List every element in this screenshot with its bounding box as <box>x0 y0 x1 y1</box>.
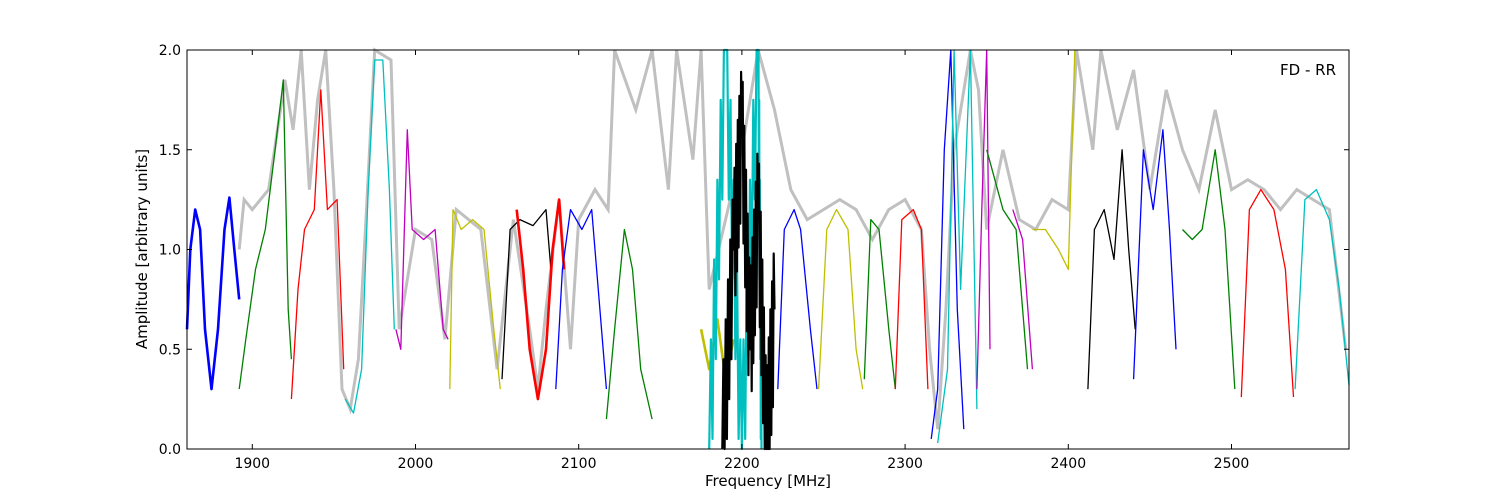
series-line-20 <box>976 49 991 390</box>
chart-annotation: FD - RR <box>1280 61 1336 79</box>
background-envelope <box>237 47 1348 430</box>
series-line-22 <box>1012 209 1034 370</box>
series-line-10 <box>605 228 653 420</box>
series-line-3 <box>290 89 345 400</box>
series-line-16 <box>863 218 896 390</box>
series-line-5 <box>395 129 449 350</box>
x-tick-label: 2000 <box>398 456 434 472</box>
x-tick-label: 2200 <box>724 456 760 472</box>
series-line-6 <box>449 208 501 390</box>
series-line-7 <box>501 208 552 380</box>
x-tick-label: 2100 <box>561 456 597 472</box>
series-line-2 <box>238 79 293 390</box>
series-layer <box>185 48 1350 451</box>
series-line-8 <box>515 198 566 401</box>
envelope-line <box>237 47 1348 430</box>
x-axis: 1900 2000 2100 2200 2300 2400 2500 <box>234 50 1249 472</box>
y-tick-label: 2.0 <box>159 43 181 59</box>
series-line-17 <box>894 208 929 390</box>
y-axis: 0.0 0.5 1.0 1.5 2.0 <box>159 43 1349 458</box>
y-axis-label: Amplitude [arbitrary units] <box>133 149 151 349</box>
series-line-25 <box>1132 129 1177 380</box>
y-tick-label: 0.0 <box>159 442 181 458</box>
y-tick-label: 1.0 <box>159 243 181 259</box>
x-tick-label: 1900 <box>234 456 270 472</box>
series-line-23 <box>1032 49 1076 271</box>
series-line-14 <box>777 208 818 390</box>
series-line-9 <box>555 208 608 390</box>
y-tick-label: 0.5 <box>159 342 181 358</box>
series-line-1 <box>185 196 241 391</box>
x-tick-label: 2500 <box>1214 456 1250 472</box>
x-tick-label: 2300 <box>887 456 923 472</box>
x-axis-label: Frequency [MHz] <box>705 472 831 490</box>
x-tick-label: 2400 <box>1050 456 1086 472</box>
series-line-19 <box>937 49 978 444</box>
series-line-28 <box>1294 188 1350 390</box>
series-line-4 <box>344 59 395 414</box>
series-line-15 <box>817 208 864 390</box>
series-line-18 <box>930 49 965 440</box>
series-line-27 <box>1240 188 1295 398</box>
series-line-24 <box>1087 149 1136 390</box>
series-line-21 <box>986 149 1029 370</box>
y-tick-label: 1.5 <box>159 143 181 159</box>
series-line-26 <box>1182 149 1236 390</box>
